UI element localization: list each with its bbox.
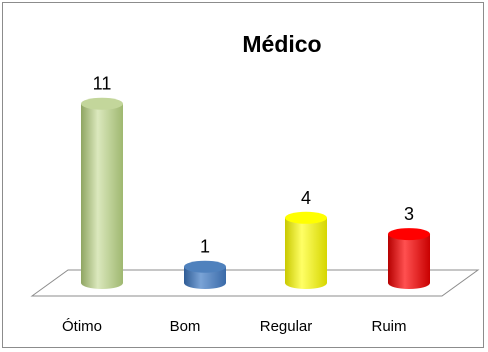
bar-body [285,217,327,289]
category-label-group: Ótimo Bom Regular Ruim [62,318,407,335]
bar-bom [184,260,226,289]
category-label: Ótimo [62,318,102,335]
category-label: Bom [170,318,201,335]
bar-top [388,228,430,241]
category-label: Regular [260,318,313,335]
bar-top [81,97,123,110]
bar-body [81,103,123,289]
bar-body [388,234,430,289]
bar-ruim [388,228,430,289]
data-label: 4 [301,188,311,208]
bar-body [184,266,226,289]
bar-regular [285,211,327,289]
data-label: 11 [93,74,112,94]
bar-group [81,97,430,289]
chart-title: Médico [242,31,321,57]
data-label: 1 [200,237,210,257]
bar-top [184,260,226,273]
bar-top [285,211,327,224]
chart-floor [30,269,480,297]
category-label: Ruim [371,318,406,335]
bar-ótimo [81,97,123,289]
data-label: 3 [404,204,414,224]
